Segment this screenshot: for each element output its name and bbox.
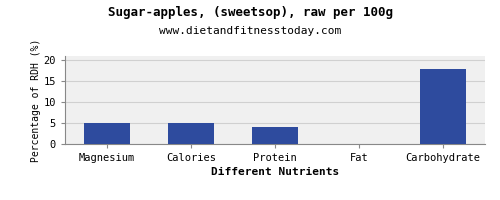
Bar (252, 127, 298, 144)
Y-axis label: Percentage of RDH (%): Percentage of RDH (%) (30, 38, 40, 162)
Bar (168, 123, 214, 144)
Text: Sugar-apples, (sweetsop), raw per 100g: Sugar-apples, (sweetsop), raw per 100g (108, 6, 393, 19)
Bar (420, 69, 466, 144)
Text: www.dietandfitnesstoday.com: www.dietandfitnesstoday.com (159, 26, 341, 36)
Bar (84, 123, 130, 144)
X-axis label: Different Nutrients: Different Nutrients (211, 167, 339, 177)
